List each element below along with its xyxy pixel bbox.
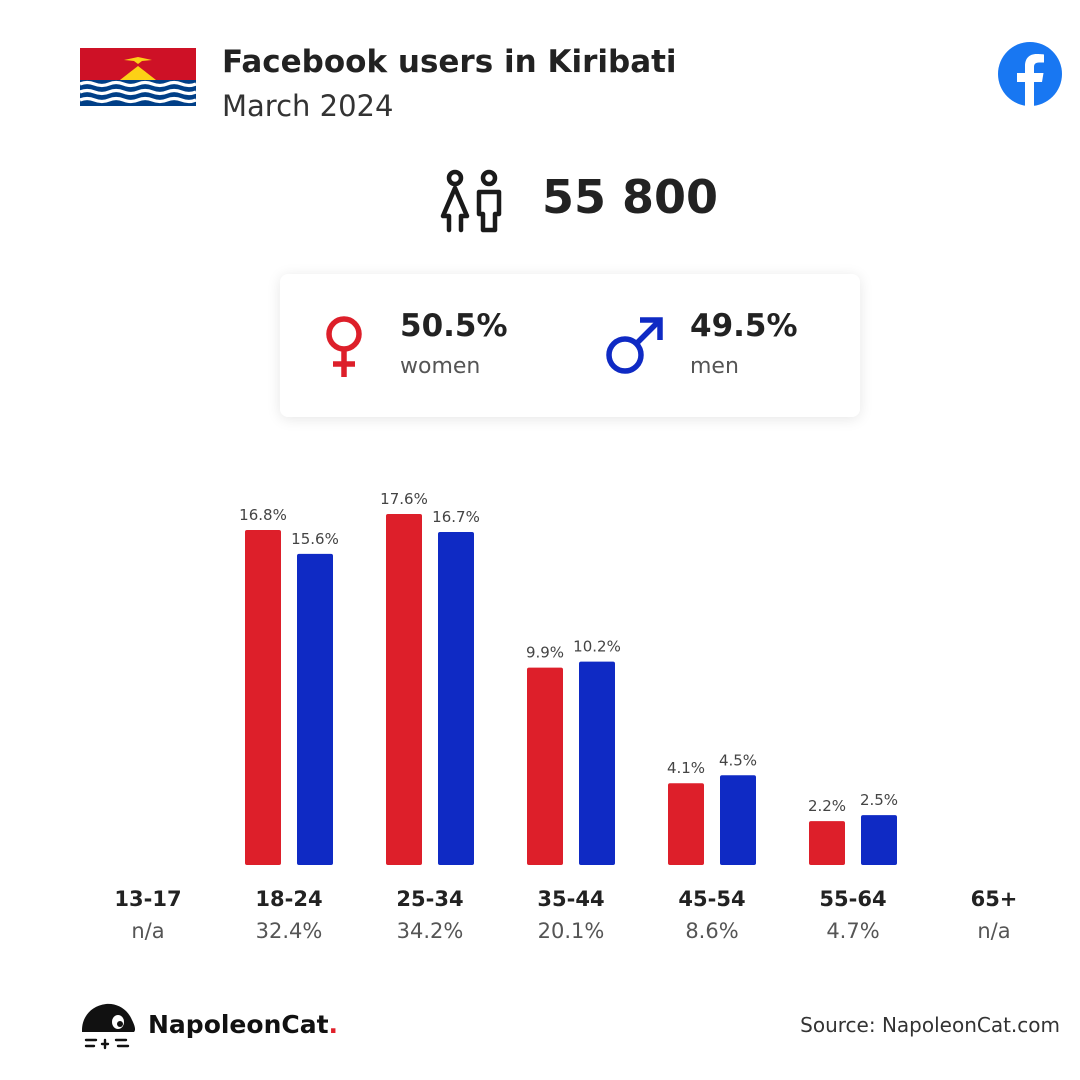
page-subtitle: March 2024 — [222, 89, 394, 123]
napoleoncat-brand: NapoleonCat. — [148, 1010, 338, 1039]
bar-label-men-25-34: 16.7% — [432, 508, 480, 526]
bar-women-45-54 — [668, 783, 704, 865]
brand-name: NapoleonCat — [148, 1010, 329, 1039]
bar-women-25-34 — [386, 514, 422, 865]
bar-label-men-45-54: 4.5% — [719, 751, 757, 769]
brand-dot: . — [328, 1010, 339, 1039]
female-symbol-icon — [326, 316, 362, 377]
men-label: men — [690, 354, 739, 379]
age-group-label: 25-34 — [396, 887, 463, 911]
age-group-label: 55-64 — [819, 887, 886, 911]
bar-men-35-44 — [579, 661, 615, 865]
bar-men-55-64 — [861, 815, 897, 865]
male-symbol-icon — [606, 317, 663, 374]
bar-label-men-18-24: 15.6% — [291, 530, 339, 548]
age-group-total: 32.4% — [256, 919, 323, 943]
facebook-logo-icon — [998, 42, 1062, 106]
age-group-label: 65+ — [971, 887, 1018, 911]
age-group-label: 13-17 — [114, 887, 181, 911]
bar-label-men-55-64: 2.5% — [860, 791, 898, 809]
total-users: 55 800 — [542, 170, 719, 224]
bar-women-55-64 — [809, 821, 845, 865]
women-label: women — [400, 354, 481, 379]
bar-men-18-24 — [297, 553, 333, 865]
bar-women-35-44 — [527, 667, 563, 865]
age-group-total: n/a — [131, 919, 164, 943]
bar-men-45-54 — [720, 775, 756, 865]
page-title: Facebook users in Kiribati — [222, 44, 677, 80]
age-group-total: 4.7% — [826, 919, 879, 943]
bar-women-18-24 — [245, 529, 281, 865]
age-group-total: n/a — [977, 919, 1010, 943]
age-group-total: 8.6% — [685, 919, 738, 943]
bar-men-25-34 — [438, 531, 474, 865]
age-group-total: 34.2% — [397, 919, 464, 943]
bar-label-women-55-64: 2.2% — [808, 797, 846, 815]
bar-label-women-45-54: 4.1% — [667, 759, 705, 777]
bar-label-women-25-34: 17.6% — [380, 490, 428, 508]
people-icon — [440, 169, 502, 233]
bar-label-men-35-44: 10.2% — [573, 638, 621, 656]
gender-split-card — [280, 274, 860, 417]
age-group-total: 20.1% — [538, 919, 605, 943]
age-group-label: 35-44 — [537, 887, 604, 911]
bar-label-women-18-24: 16.8% — [239, 506, 287, 524]
men-percent: 49.5% — [690, 308, 798, 344]
kiribati-flag-icon — [80, 48, 196, 106]
bar-label-women-35-44: 9.9% — [526, 644, 564, 662]
age-gender-bar-chart: 13-17 n/a 16.8%15.6% 18-24 32.4% 17.6%16.7% 25… — [114, 490, 1018, 943]
age-group-label: 18-24 — [255, 887, 322, 911]
age-group-label: 45-54 — [678, 887, 745, 911]
women-percent: 50.5% — [400, 308, 508, 344]
source-credit: Source: NapoleonCat.com — [800, 1013, 1060, 1037]
napoleoncat-logo-icon — [82, 1003, 136, 1050]
